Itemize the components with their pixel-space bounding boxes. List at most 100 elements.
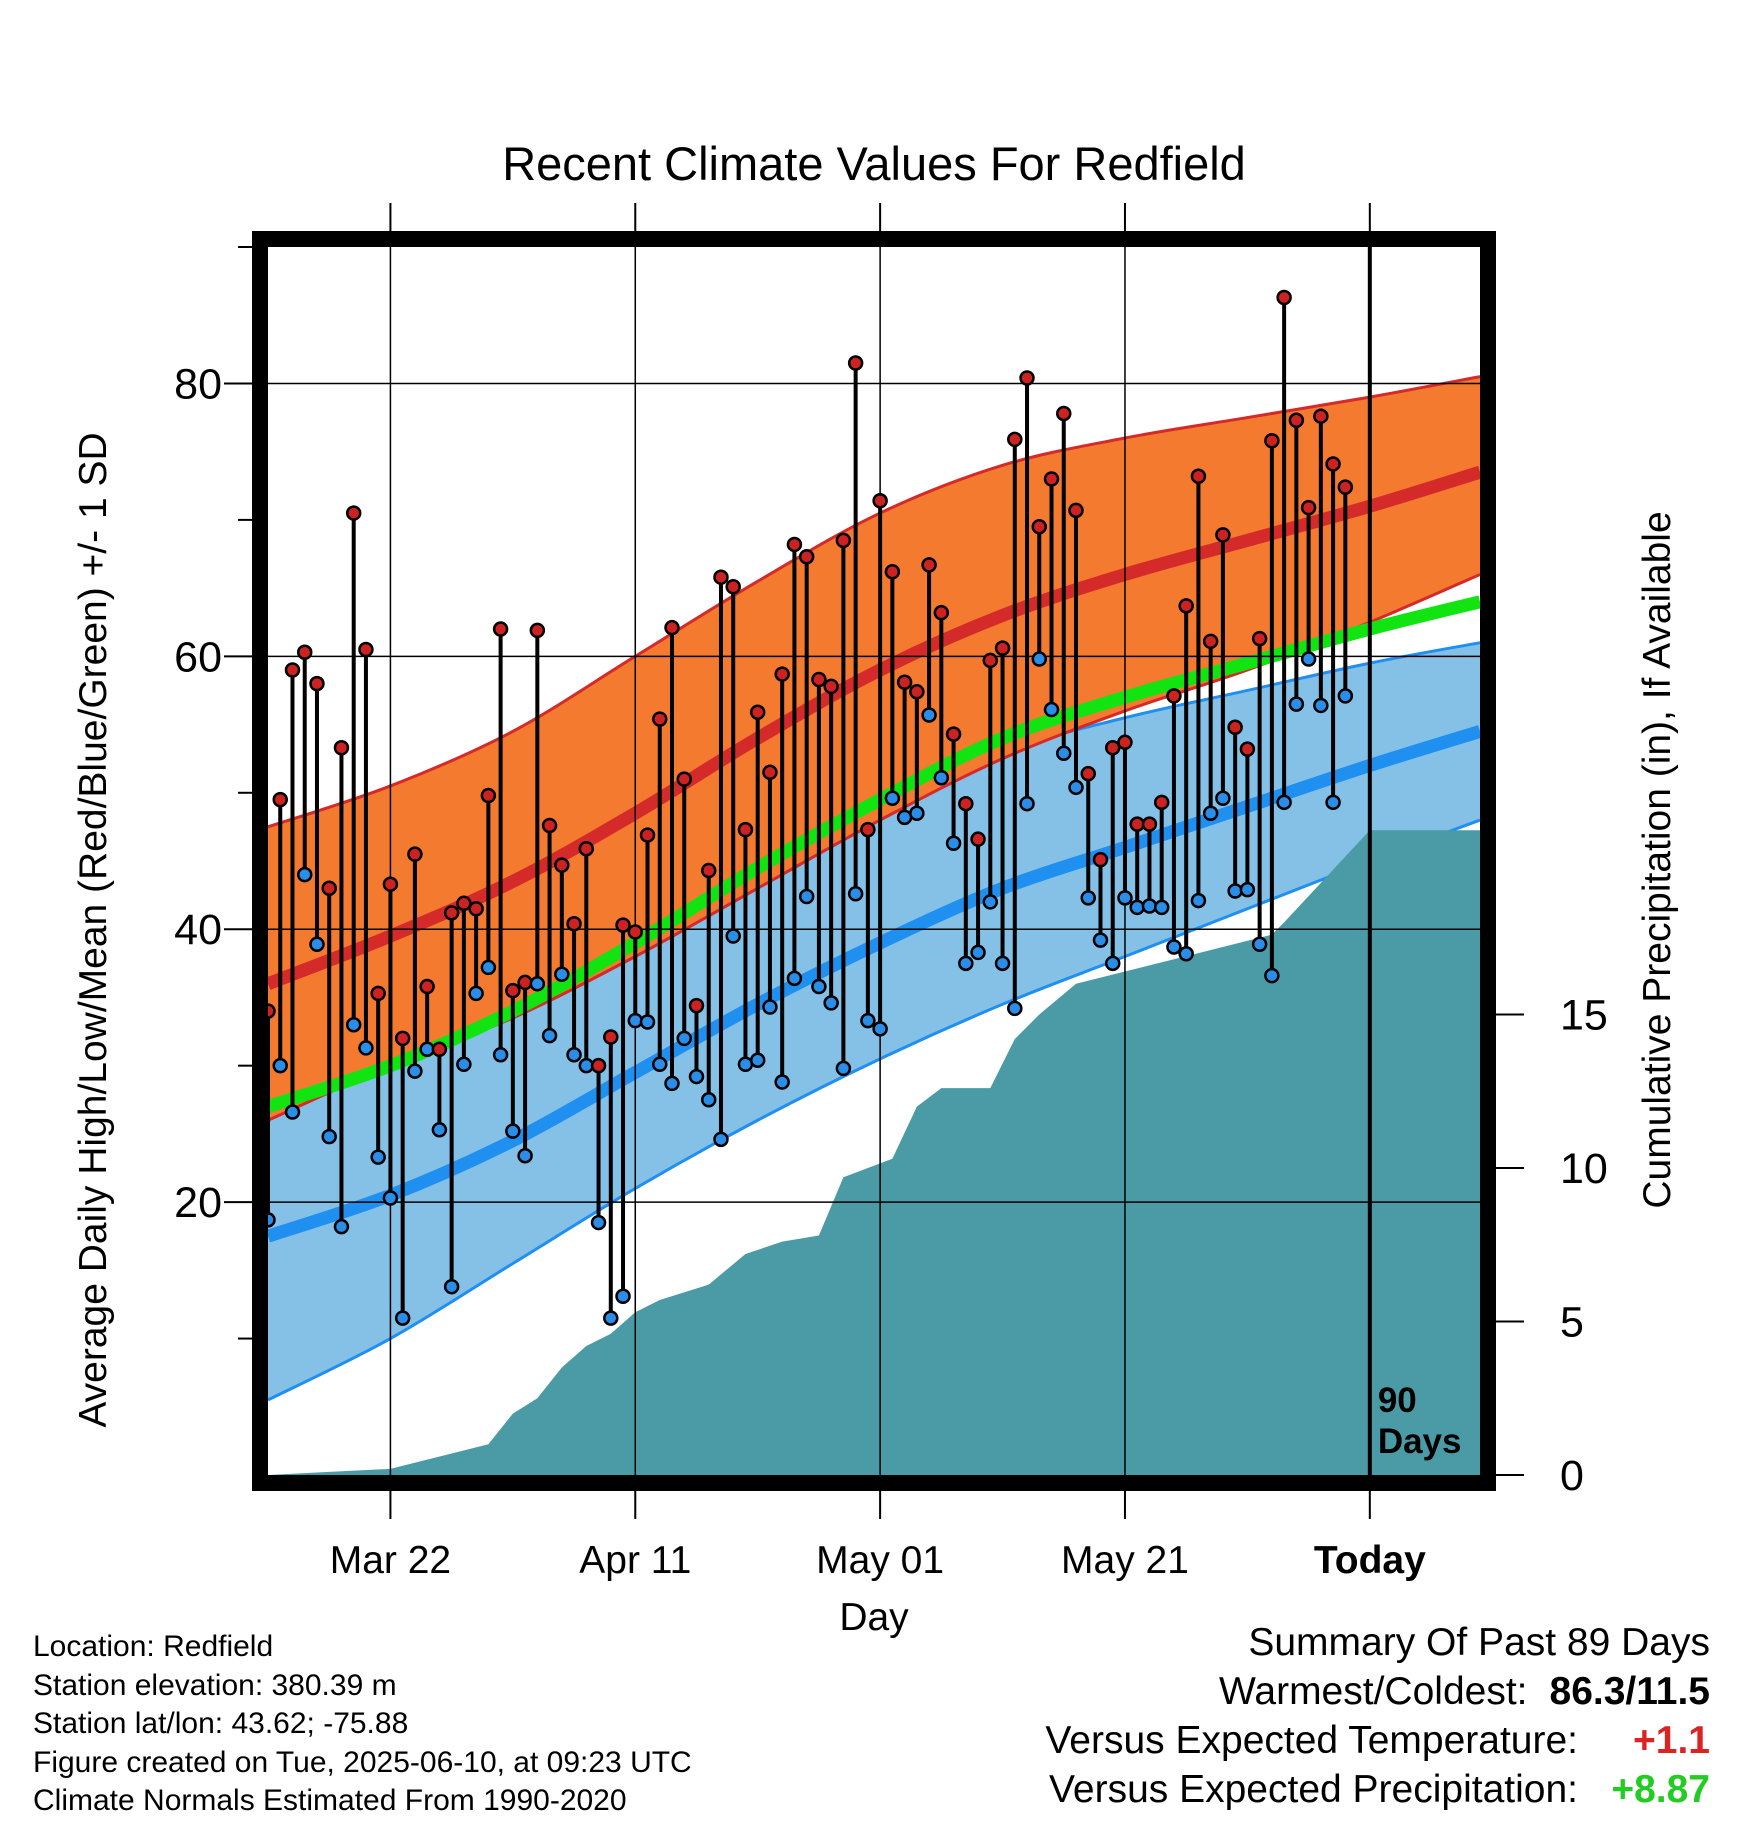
- plot-frame: [252, 231, 1496, 1491]
- daily-low-point: [603, 1310, 619, 1326]
- daily-high-point: [1300, 499, 1317, 516]
- daily-high-point: [737, 821, 754, 838]
- daily-low-point: [627, 1012, 644, 1029]
- daily-low-point: [1276, 794, 1292, 811]
- daily-high-point: [1080, 765, 1096, 782]
- daily-high-point: [847, 355, 864, 371]
- daily-high-point: [590, 1057, 607, 1074]
- x-tick-label: Apr 11: [579, 1539, 691, 1582]
- daily-low-point: [1166, 939, 1182, 955]
- station-info: Location: Redfield Station elevation: 38…: [33, 1628, 692, 1821]
- daily-low-point: [700, 1092, 717, 1108]
- daily-high-point: [1178, 598, 1194, 614]
- daily-high-point: [615, 917, 631, 933]
- daily-low-point: [1153, 899, 1170, 916]
- daily-high-point: [970, 831, 986, 847]
- daily-high-point: [1202, 633, 1219, 650]
- daily-high-point: [958, 795, 974, 812]
- daily-high-point: [994, 640, 1011, 656]
- daily-low-point: [1007, 1000, 1023, 1017]
- daily-high-point: [664, 619, 680, 636]
- daily-low-point: [1325, 794, 1341, 811]
- daily-high-point: [407, 846, 423, 862]
- temp-row: Versus Expected Temperature: +1.1: [1045, 1716, 1710, 1765]
- daily-high-point: [909, 684, 925, 700]
- daily-high-point: [627, 924, 644, 940]
- daily-high-point: [517, 974, 533, 991]
- daily-low-point: [1202, 805, 1219, 821]
- daily-high-point: [872, 493, 888, 509]
- daily-low-point: [468, 985, 484, 1002]
- daily-high-point: [1190, 468, 1207, 484]
- daily-high-point: [1276, 289, 1292, 306]
- daily-low-point: [860, 1012, 876, 1029]
- daily-low-point: [1031, 651, 1048, 667]
- daily-high-point: [1117, 734, 1133, 751]
- daily-low-point: [1092, 932, 1109, 948]
- daily-high-point: [884, 563, 901, 580]
- daily-low-point: [786, 970, 803, 987]
- daily-high-point: [860, 821, 876, 838]
- daily-low-point: [823, 995, 839, 1011]
- daily-high-point: [798, 548, 815, 565]
- daily-high-point: [566, 916, 582, 932]
- daily-low-point: [970, 944, 986, 961]
- daily-high-point: [749, 704, 766, 721]
- warm-cold-row: Warmest/Coldest: 86.3/11.5: [1045, 1667, 1710, 1716]
- right-tick-label: 5: [1560, 1299, 1584, 1347]
- daily-low-point: [566, 1047, 582, 1063]
- daily-low-point: [884, 790, 901, 806]
- daily-low-point: [321, 1128, 337, 1145]
- daily-high-point: [1288, 412, 1305, 429]
- daily-high-point: [639, 827, 656, 843]
- precip-label: Versus Expected Precipitation:: [1049, 1768, 1578, 1811]
- daily-high-point: [456, 895, 472, 912]
- daily-high-point: [774, 666, 790, 682]
- daily-high-point: [835, 532, 852, 549]
- daily-high-point: [296, 644, 313, 660]
- daily-high-point: [529, 622, 546, 639]
- daily-high-point: [1043, 471, 1060, 487]
- daily-low-point: [798, 888, 815, 905]
- elevation-text: Station elevation: 380.39 m: [33, 1668, 397, 1702]
- daily-low-point: [554, 966, 570, 982]
- daily-low-point: [407, 1063, 423, 1079]
- daily-low-point: [615, 1288, 631, 1305]
- chart-title: Recent Climate Values For Redfield: [502, 137, 1246, 190]
- x-tick-label: Mar 22: [330, 1539, 451, 1582]
- daily-high-point: [1251, 630, 1268, 647]
- daily-low-point: [872, 1021, 888, 1037]
- right-tick-label: 10: [1560, 1145, 1608, 1193]
- x-tick-label: Today: [1314, 1539, 1426, 1582]
- daily-low-point: [480, 959, 497, 976]
- daily-high-point: [896, 674, 913, 691]
- daily-low-point: [749, 1052, 766, 1068]
- normals-text: Climate Normals Estimated From 1990-2020: [33, 1784, 627, 1817]
- daily-low-point: [1141, 898, 1158, 914]
- daily-low-point: [590, 1214, 607, 1231]
- daily-high-point: [345, 505, 362, 521]
- daily-low-point: [762, 999, 778, 1015]
- daily-low-point: [370, 1149, 386, 1165]
- daily-low-point: [688, 1068, 705, 1085]
- location-text: Location: Redfield: [33, 1630, 274, 1663]
- daily-high-point: [492, 621, 509, 637]
- daily-high-point: [1264, 433, 1280, 449]
- daily-low-point: [296, 866, 313, 883]
- daily-high-point: [1104, 740, 1121, 756]
- daily-low-point: [517, 1147, 533, 1164]
- daily-high-point: [603, 1029, 619, 1045]
- temp-value: +1.1: [1633, 1719, 1710, 1762]
- daily-low-point: [1215, 790, 1231, 806]
- daily-high-point: [713, 569, 729, 585]
- daily-low-point: [713, 1131, 729, 1148]
- daily-low-point: [431, 1122, 448, 1138]
- daily-low-point: [847, 885, 864, 902]
- daily-high-point: [309, 675, 325, 692]
- daily-low-point: [394, 1310, 411, 1326]
- daily-low-point: [309, 936, 325, 952]
- daily-low-point: [272, 1057, 288, 1074]
- daily-high-point: [786, 536, 803, 553]
- daily-high-point: [652, 711, 668, 727]
